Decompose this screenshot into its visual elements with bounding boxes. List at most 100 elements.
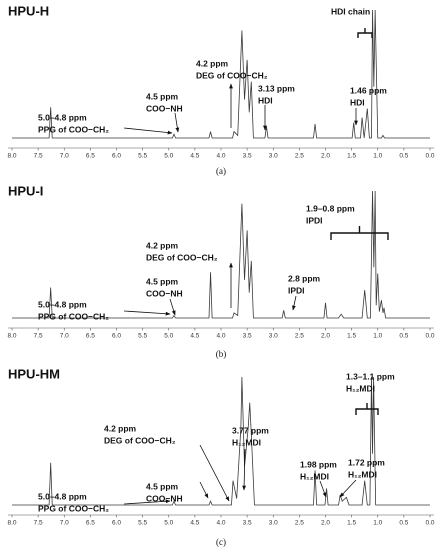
panel: HPU-HM 8.0 7.5 7.0 6.5 6.0 5.5 5.0 4.5 4.0 3.5 3.0 2… (7, 366, 434, 547)
bracket (357, 28, 373, 38)
annotation-arrow (123, 127, 173, 135)
x-tick-label: 6.5 (86, 520, 95, 527)
caption: (b) (216, 349, 227, 359)
x-tick-label: 3.0 (269, 520, 278, 527)
annotation-text: H₁₂MDI (346, 383, 375, 393)
chart-title: HPU-HM (8, 366, 60, 381)
x-tick-label: 4.5 (190, 520, 199, 527)
spectrum-line (12, 190, 430, 319)
annotation-text: PPG of COO−CH₂ (38, 124, 109, 134)
annotation-text: 4.5 ppm (146, 481, 179, 491)
chart-title: HPU-I (8, 183, 43, 198)
x-tick-label: 5.5 (138, 520, 147, 527)
annotation-arrow (169, 298, 176, 316)
x-tick-label: 8.0 (7, 333, 16, 340)
caption: (c) (216, 537, 226, 547)
x-tick-label: 0.0 (425, 520, 434, 527)
x-tick-label: 4.0 (216, 333, 225, 340)
annotation-arrow (319, 480, 327, 498)
x-tick-label: 7.0 (60, 520, 69, 527)
x-tick-label: 1.5 (347, 333, 356, 340)
x-tick-label: 3.5 (243, 153, 252, 160)
x-tick-label: 0.5 (399, 153, 408, 160)
annotation-text: 5.0–4.8 ppm (38, 112, 87, 122)
annotation-text: DEG of COO−CH₂ (196, 70, 268, 80)
annotation-arrow (123, 499, 171, 505)
x-tick-label: 7.5 (34, 520, 43, 527)
x-tick-label: 2.5 (295, 333, 304, 340)
x-tick-label: 5.5 (138, 333, 147, 340)
annotation-text: DEG of COO−CH₂ (146, 252, 218, 262)
annotation-text: HDI (258, 95, 273, 105)
annotation-text: H₁₂MDI (348, 469, 377, 479)
x-tick-label: 0.0 (425, 153, 434, 160)
annotation-text: H₁₂MDI (232, 437, 261, 447)
x-tick-label: 3.5 (243, 520, 252, 527)
panel: HPU-H 8.0 7.5 7.0 6.5 6.0 5.5 5.0 4.5 4.0 3.5 3.0 2.… (7, 3, 434, 176)
x-tick-label: 8.0 (7, 520, 16, 527)
x-tick-label: 2.0 (321, 333, 330, 340)
annotation-text: 1.9–0.8 ppm (306, 203, 355, 213)
x-tick-label: 5.5 (138, 153, 147, 160)
annotation-text: 4.2 ppm (146, 240, 179, 250)
x-tick-label: 6.0 (112, 520, 121, 527)
annotation-text: 1.3–1.1 ppm (346, 371, 395, 381)
x-tick-label: 7.0 (60, 333, 69, 340)
x-tick-label: 5.0 (164, 153, 173, 160)
annotation-text: 4.2 ppm (104, 423, 137, 433)
annotation-text: 1.72 ppm (348, 457, 385, 467)
annotation-text: IPDI (306, 215, 323, 225)
annotation-text: 4.2 ppm (196, 58, 229, 68)
x-tick-label: 1.0 (373, 520, 382, 527)
annotation-text: 4.5 ppm (146, 91, 179, 101)
annotation-text: DEG of COO−CH₂ (104, 435, 176, 445)
x-tick-label: 5.0 (164, 333, 173, 340)
x-tick-label: 4.0 (216, 520, 225, 527)
x-tick-label: 6.0 (112, 153, 121, 160)
annotation-text: PPG of COO−CH₂ (38, 311, 109, 321)
annotation-text: 2.8 ppm (288, 273, 321, 283)
annotation-text: 1.98 ppm (300, 459, 337, 469)
x-tick-label: 4.5 (190, 153, 199, 160)
annotation-arrow (339, 479, 357, 498)
x-tick-label: 2.5 (295, 153, 304, 160)
annotation-text: HDI chain (331, 6, 370, 16)
annotation-text: 5.0–4.8 ppm (38, 491, 87, 501)
x-tick-label: 1.0 (373, 333, 382, 340)
x-tick-label: 6.5 (86, 153, 95, 160)
x-tick-label: 0.5 (399, 520, 408, 527)
x-tick-label: 4.0 (216, 153, 225, 160)
x-tick-label: 5.0 (164, 520, 173, 527)
annotation-text: HDI (350, 97, 365, 107)
x-tick-label: 6.5 (86, 333, 95, 340)
x-tick-label: 0.0 (425, 333, 434, 340)
annotation-text: H₁₂MDI (300, 471, 329, 481)
x-tick-label: 2.5 (295, 520, 304, 527)
caption: (a) (216, 166, 226, 176)
annotation-arrow (199, 481, 209, 499)
x-tick-label: 1.5 (347, 153, 356, 160)
annotation-text: 1.46 ppm (350, 85, 387, 95)
x-tick-label: 7.0 (60, 153, 69, 160)
annotation-text: PPG of COO−CH₂ (38, 503, 109, 513)
annotation-text: 3.13 ppm (258, 83, 295, 93)
annotation-text: 4.5 ppm (146, 276, 179, 286)
x-tick-label: 3.5 (243, 333, 252, 340)
annotation-text: 5.0–4.8 ppm (38, 299, 87, 309)
annotation-text: 3.77 ppm (232, 425, 269, 435)
annotation-arrow (242, 448, 247, 491)
x-tick-label: 8.0 (7, 153, 16, 160)
annotation-arrow (123, 310, 171, 316)
x-tick-label: 2.0 (321, 153, 330, 160)
annotation-arrow (292, 295, 297, 311)
annotation-text: IPDI (288, 285, 305, 295)
x-tick-label: 1.5 (347, 520, 356, 527)
spectrum-line (12, 376, 430, 506)
x-tick-label: 3.0 (269, 333, 278, 340)
annotation-text: COO−NH (146, 288, 183, 298)
x-tick-label: 7.5 (34, 333, 43, 340)
annotation-text: COO−NH (146, 493, 183, 503)
bracket (330, 226, 389, 240)
annotation-arrow (199, 444, 230, 502)
x-tick-label: 0.5 (399, 333, 408, 340)
